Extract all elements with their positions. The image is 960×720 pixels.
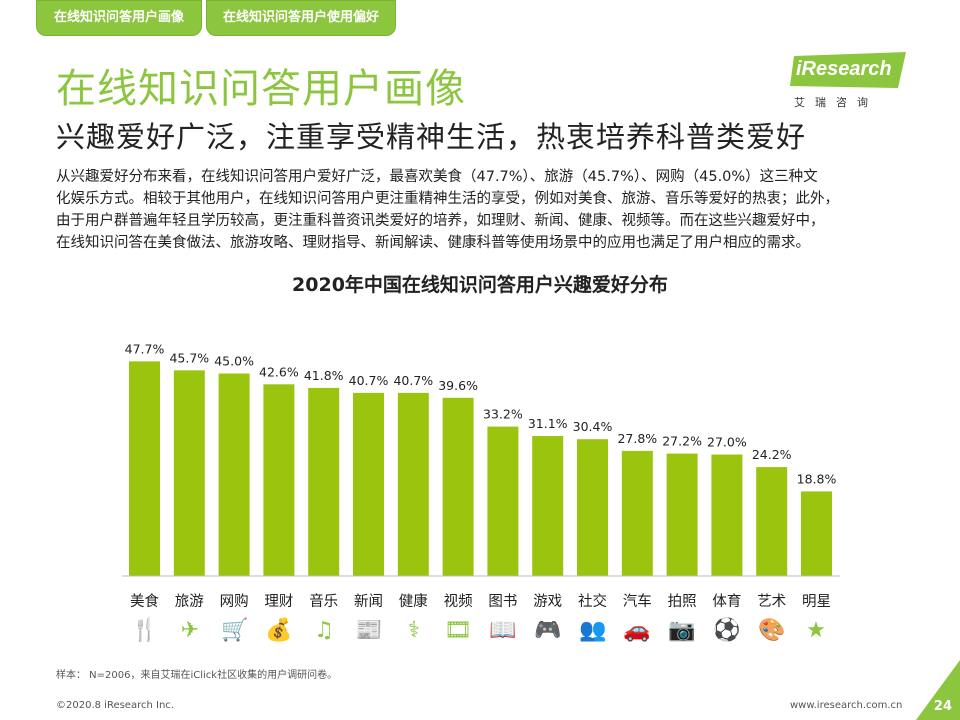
copyright: ©2020.8 iResearch Inc. xyxy=(56,700,174,711)
category-label: 健康 xyxy=(399,593,428,610)
value-label: 41.8% xyxy=(304,368,344,383)
category-label: 美食 xyxy=(130,593,159,610)
value-label: 31.1% xyxy=(528,416,568,431)
health-icon: ⚕ xyxy=(408,618,420,643)
tab-user-preference[interactable]: 在线知识问答用户使用偏好 xyxy=(206,0,396,36)
category-label: 明星 xyxy=(802,594,831,610)
category-label: 游戏 xyxy=(533,593,562,610)
utensils-icon: 🍴 xyxy=(131,618,159,643)
category-label: 体育 xyxy=(712,593,741,610)
value-label: 39.6% xyxy=(438,378,478,393)
paragraph-line: 由于用户群普遍年轻且学历较高，更注重科普资讯类爱好的培养，如理财、新闻、健康、视… xyxy=(56,213,825,229)
video-icon: 🎞 xyxy=(444,618,472,643)
value-label: 27.8% xyxy=(617,431,657,446)
chart-title: 2020年中国在线知识问答用户兴趣爱好分布 xyxy=(292,274,668,296)
value-label: 47.7% xyxy=(125,341,165,356)
bar-图书 xyxy=(487,426,519,576)
book-icon: 📖 xyxy=(489,618,517,643)
value-label: 45.7% xyxy=(169,350,209,365)
bar-视频 xyxy=(442,397,474,576)
logo-chinese-text: 艾瑞咨询 xyxy=(794,96,878,109)
value-label: 30.4% xyxy=(573,419,613,434)
bar-旅游 xyxy=(173,370,205,576)
logo-shape xyxy=(790,52,906,88)
gamepad-icon: 🎮 xyxy=(534,618,562,643)
tab-user-profile[interactable]: 在线知识问答用户画像 xyxy=(36,0,202,36)
car-icon: 🚗 xyxy=(623,618,651,643)
category-label: 艺术 xyxy=(757,593,786,610)
logo-brand-text: iResearch xyxy=(796,58,892,80)
paragraph-line: 在线知识问答在美食做法、旅游攻略、理财指导、新闻解读、健康科普等使用场景中的应用… xyxy=(56,235,810,251)
website-link[interactable]: www.iresearch.com.cn xyxy=(790,700,903,711)
value-label: 40.7% xyxy=(393,373,433,388)
page-subtitle: 兴趣爱好广泛，注重享受精神生活，热衷培养科普类爱好 xyxy=(56,120,807,154)
page-corner-shape xyxy=(916,660,960,720)
category-label: 视频 xyxy=(444,593,473,610)
bar-网购 xyxy=(218,373,250,576)
category-label: 网购 xyxy=(220,593,249,610)
camera-icon: 📷 xyxy=(668,618,696,643)
category-label: 汽车 xyxy=(623,593,652,610)
star-icon: ★ xyxy=(806,618,826,643)
page-number: 24 xyxy=(933,699,952,714)
bar-体育 xyxy=(711,454,743,576)
bar-明星 xyxy=(801,491,832,576)
bar-健康 xyxy=(397,392,429,576)
category-label: 新闻 xyxy=(354,593,383,610)
bar-美食 xyxy=(129,361,160,576)
paragraph-line: 化娱乐方式。相较于其他用户，在线知识问答用户更注重精神生活的享受，例如对美食、旅… xyxy=(56,191,839,207)
value-label: 33.2% xyxy=(483,407,523,422)
category-label: 图书 xyxy=(488,593,517,610)
value-label: 27.2% xyxy=(662,434,702,449)
sample-note: 样本： N=2006，来自艾瑞在iClick社区收集的用户调研问卷。 xyxy=(56,670,338,681)
bar-拍照 xyxy=(666,453,698,576)
category-label: 音乐 xyxy=(309,593,338,610)
page-title: 在线知识问答用户画像 xyxy=(56,66,466,112)
bar-艺术 xyxy=(756,467,788,576)
value-label: 40.7% xyxy=(349,373,389,388)
airplane-icon: ✈ xyxy=(180,618,200,643)
bar-社交 xyxy=(577,439,608,576)
bar-理财 xyxy=(263,384,295,576)
bar-汽车 xyxy=(621,450,653,576)
value-label: 42.6% xyxy=(259,364,299,379)
category-icons: 🍴 ✈ 🛒 💰 ♫ 📰 ⚕ 🎞 📖 🎮 👥 🚗 📷 ⚽ 🎨 ★ xyxy=(0,618,960,644)
value-label: 24.2% xyxy=(752,447,792,462)
value-label: 45.0% xyxy=(214,354,254,369)
value-label: 27.0% xyxy=(707,435,747,450)
music-icon: ♫ xyxy=(314,618,334,643)
shopping-cart-icon: 🛒 xyxy=(221,618,249,643)
category-label: 理财 xyxy=(264,593,293,610)
bar-音乐 xyxy=(308,387,340,576)
sports-icon: ⚽ xyxy=(713,618,741,643)
bar-游戏 xyxy=(532,436,564,576)
money-icon: 💰 xyxy=(265,618,293,643)
paragraph-line: 从兴趣爱好分布来看，在线知识问答用户爱好广泛，最喜欢美食（47.7%）、旅游（4… xyxy=(56,169,818,185)
newspaper-icon: 📰 xyxy=(355,618,383,643)
social-icon: 👥 xyxy=(579,618,607,643)
iresearch-logo: iResearch 艾瑞咨询 xyxy=(790,50,910,112)
bar-chart: 47.7% 美食 45.7% 旅游 45.0% 网购 42.6% 理财 41.8% 音乐 40.7%… xyxy=(122,341,840,610)
category-label: 旅游 xyxy=(175,593,204,610)
category-label: 社交 xyxy=(578,592,607,610)
bar-新闻 xyxy=(353,392,384,576)
value-label: 18.8% xyxy=(797,471,837,486)
category-label: 拍照 xyxy=(668,593,697,610)
description-paragraph: 从兴趣爱好分布来看，在线知识问答用户爱好广泛，最喜欢美食（47.7%）、旅游（4… xyxy=(56,166,936,254)
art-icon: 🎨 xyxy=(758,618,786,643)
